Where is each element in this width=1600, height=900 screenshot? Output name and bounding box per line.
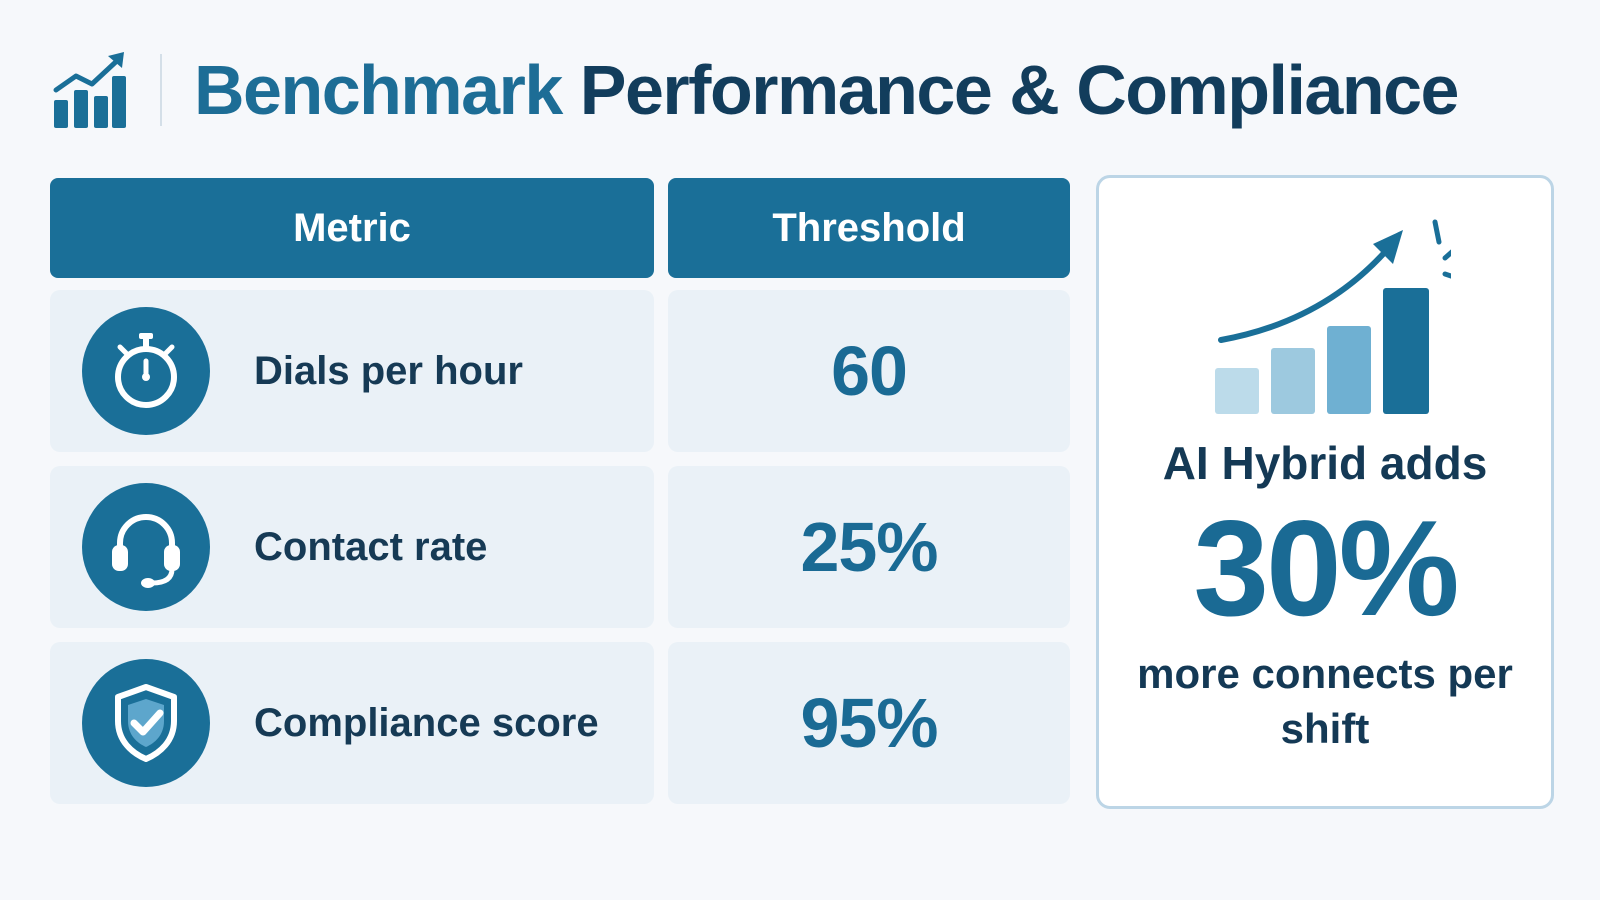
- table-row-metric: Contact rate: [50, 466, 654, 628]
- table-row-metric: Dials per hour: [50, 290, 654, 452]
- table-row-threshold: 25%: [668, 466, 1070, 628]
- growth-bars-arrow-icon: [1215, 219, 1451, 414]
- page-title: Benchmark Performance & Compliance: [194, 55, 1459, 125]
- callout-value: 30%: [1193, 492, 1459, 644]
- metric-label: Contact rate: [254, 524, 488, 569]
- bar-chart-trend-icon: [53, 52, 126, 128]
- callout-card: AI Hybrid adds 30% more connects per shi…: [1096, 175, 1554, 809]
- table-row-threshold: 60: [668, 290, 1070, 452]
- callout-tail: more connects per shift: [1137, 650, 1513, 753]
- page-header: Benchmark Performance & Compliance: [52, 40, 1459, 140]
- header-divider: [160, 54, 162, 126]
- title-strong: Benchmark: [194, 51, 563, 129]
- metric-label: Compliance score: [254, 700, 599, 745]
- headset-icon: [82, 483, 210, 611]
- table-row-threshold: 95%: [668, 642, 1070, 804]
- column-header-metric: Metric: [50, 178, 654, 278]
- column-header-threshold: Threshold: [668, 178, 1070, 278]
- table-row-metric: Compliance score: [50, 642, 654, 804]
- stopwatch-icon: [82, 307, 210, 435]
- shield-check-icon: [82, 659, 210, 787]
- callout-lead: AI Hybrid adds: [1162, 437, 1488, 489]
- title-rest: Performance & Compliance: [579, 51, 1460, 129]
- metric-label: Dials per hour: [254, 348, 523, 393]
